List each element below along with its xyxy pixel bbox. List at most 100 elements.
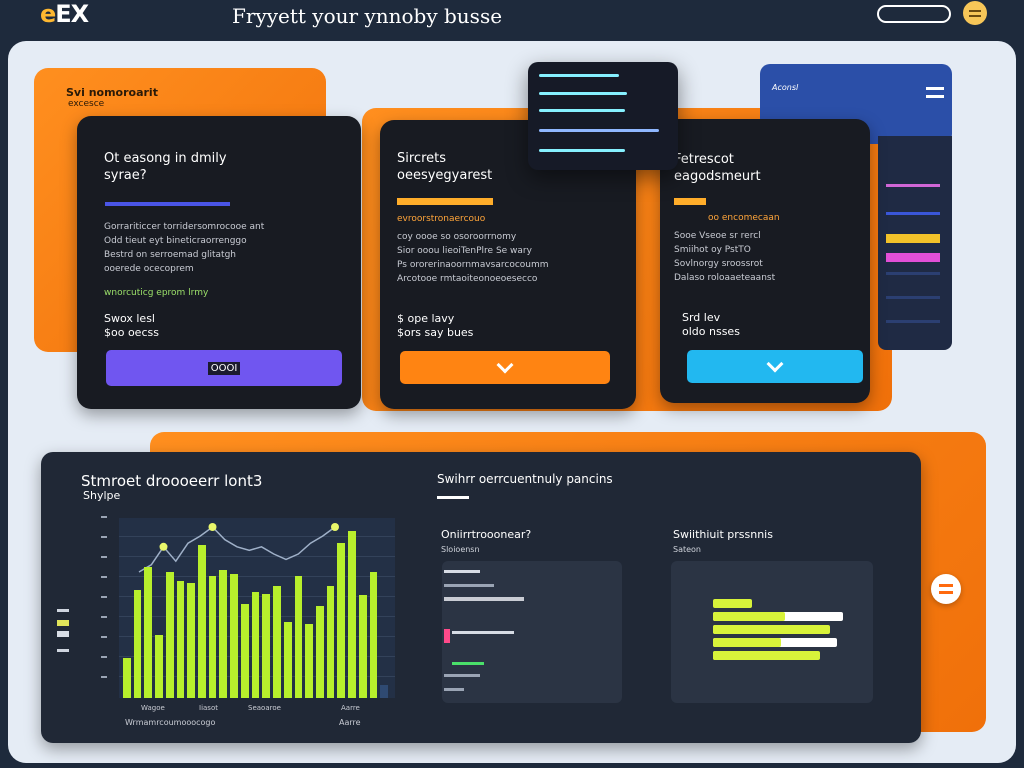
plan-accent-line: [105, 202, 230, 206]
chart-bar: [380, 685, 388, 698]
select-plan-button[interactable]: [687, 350, 863, 383]
legend-marker: [57, 631, 69, 637]
chart-bar: [262, 593, 271, 698]
chart-bar: [230, 573, 238, 698]
plan-title: Fetrescot eagodsmeurt: [674, 152, 761, 184]
plan-feature: Bestrd on serroemad glitatgh: [104, 250, 236, 260]
menu-item[interactable]: [539, 109, 625, 112]
logo-text: EX: [55, 0, 89, 28]
plan-feature: Dalaso roloaaeteaanst: [674, 273, 776, 283]
metric-row: [444, 674, 480, 677]
grid-line: [119, 576, 395, 577]
side-list-bar: [886, 296, 940, 299]
trend-point: [159, 542, 168, 551]
search-input[interactable]: [877, 5, 951, 23]
plan-feature: Sovlnorgy sroossrot: [674, 259, 763, 269]
plan-feature: Gorrariticcer torridersomrocooe ant: [104, 222, 265, 232]
select-plan-button[interactable]: [400, 351, 610, 384]
y-tick: [101, 616, 107, 618]
metric-card[interactable]: [671, 561, 873, 703]
menu-item[interactable]: [539, 149, 625, 152]
plan-price-label: Srd lev: [682, 311, 721, 324]
metric-subtitle: Sloioensn: [441, 545, 480, 554]
chart-bar: [251, 591, 260, 698]
grid-line: [119, 536, 395, 537]
y-tick: [101, 676, 107, 678]
plan-price: $oo oecss: [104, 326, 159, 339]
x-label: Iiasot: [199, 704, 218, 712]
menu-item[interactable]: [539, 129, 659, 132]
chart-bar: [315, 606, 324, 698]
legend-marker: [57, 609, 69, 612]
plan-feature: Ps ororerinaoornmavsarcocoumm: [397, 260, 549, 270]
select-plan-button[interactable]: OOOI: [106, 350, 342, 386]
fab-icon-line: [939, 584, 953, 587]
plan-price: oldo nsses: [682, 325, 740, 338]
chart-bar: [358, 595, 367, 698]
chevron-down-icon: [496, 356, 514, 373]
metric-bar-overlay: [713, 612, 785, 621]
plan-feature: Sooe Vseoe sr rercl: [674, 231, 761, 241]
metric-card[interactable]: [442, 561, 622, 703]
side-card-label: Aconsl: [772, 83, 799, 92]
chart-bar: [283, 622, 292, 698]
chart-bar: [155, 635, 163, 698]
menu-item[interactable]: [539, 74, 619, 77]
side-list-bar: [886, 184, 940, 187]
chat-fab[interactable]: [931, 574, 961, 604]
y-tick: [101, 656, 107, 658]
metric-row: [444, 584, 494, 587]
chart-bar: [219, 570, 228, 698]
metric-row: [452, 662, 484, 665]
y-tick: [101, 536, 107, 538]
plan-price: $ors say bues: [397, 326, 474, 339]
select-plan-label: OOOI: [207, 361, 241, 375]
x-label: Seaoaroe: [248, 704, 281, 712]
chart-bar: [273, 586, 281, 698]
metric-bar-overlay: [713, 651, 772, 660]
chart-bar: [337, 543, 346, 698]
chevron-down-icon: [766, 355, 784, 372]
metric-row: [444, 597, 524, 601]
y-tick: [101, 516, 107, 518]
page-headline: Fryyett your ynnoby busse: [232, 4, 503, 28]
plan-card-basic: Ot easong in dmily syrae? Gorrariticcer …: [77, 116, 361, 409]
x-label: Aarre: [341, 704, 360, 712]
trend-line: [138, 523, 339, 573]
plan-accent-line: [674, 198, 706, 205]
y-tick: [101, 636, 107, 638]
legend-marker: [57, 649, 69, 652]
chart-bar: [123, 658, 131, 698]
side-list: [878, 136, 952, 350]
metric-row: [444, 629, 450, 643]
metric-title: Oniirrtrooonear?: [441, 528, 532, 541]
y-tick: [101, 576, 107, 578]
metric-row: [444, 570, 480, 573]
side-list-bar: [886, 212, 940, 215]
analytics-subtitle: Shylpe: [83, 489, 121, 502]
y-tick: [101, 556, 107, 558]
breakdown-title: Swihrr oerrcuentnuly pancins: [437, 472, 613, 486]
legend-marker: [57, 620, 69, 626]
trend-path: [138, 526, 336, 573]
trend-point: [331, 523, 339, 531]
menu-button[interactable]: [963, 1, 987, 25]
side-list-bar: [886, 253, 940, 262]
menu-item[interactable]: [539, 92, 627, 95]
analytics-panel: Stmroet droooeerr lont3 Shylpe: [41, 452, 921, 743]
metric-bar-overlay: [713, 638, 781, 647]
x-label: Wagoe: [141, 704, 165, 712]
plan-feature: Arcotooe rmtaoiteonoeoesecco: [397, 274, 538, 284]
chart-bar: [176, 581, 185, 698]
banner-title: Svi nomoroarit: [66, 86, 158, 99]
hamburger-icon[interactable]: [926, 85, 944, 101]
chart-bar: [240, 604, 249, 698]
plan-card-premium: Fetrescot eagodsmeurt oo encomecaan Sooe…: [660, 119, 870, 403]
plan-feature: Sior ooou lieoiTenPlre Se wary: [397, 246, 532, 256]
brand-logo[interactable]: eEX: [40, 0, 89, 28]
chart-bar: [144, 566, 153, 698]
plan-accent-line: [397, 198, 493, 205]
menu-popover[interactable]: [528, 62, 678, 170]
metric-bar-overlay: [713, 625, 778, 634]
y-axis: [95, 516, 111, 696]
